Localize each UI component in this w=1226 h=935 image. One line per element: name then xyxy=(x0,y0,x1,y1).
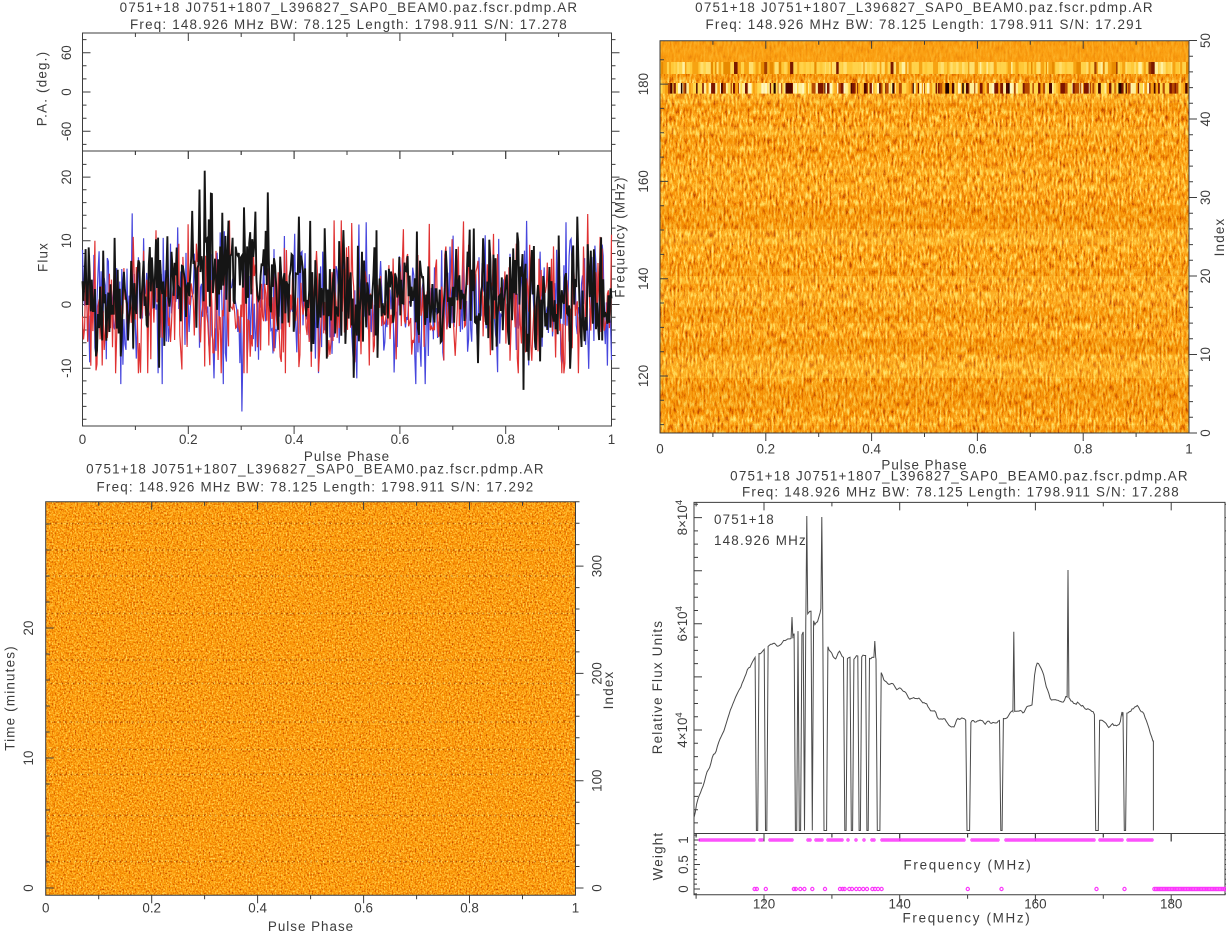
svg-text:1: 1 xyxy=(608,432,615,447)
svg-text:160: 160 xyxy=(1024,897,1046,912)
svg-text:0: 0 xyxy=(59,301,74,308)
svg-text:300: 300 xyxy=(590,555,605,577)
svg-text:0.8: 0.8 xyxy=(460,901,479,916)
svg-text:40: 40 xyxy=(1198,112,1213,127)
svg-text:0751+18 J0751+1807_L396827_SAP: 0751+18 J0751+1807_L396827_SAP0_BEAM0.pa… xyxy=(695,0,1154,15)
svg-text:160: 160 xyxy=(636,170,651,192)
svg-text:120: 120 xyxy=(636,365,651,387)
svg-text:20: 20 xyxy=(1198,269,1213,284)
svg-text:140: 140 xyxy=(889,897,911,912)
svg-text:0751+18 J0751+1807_L396827_SAP: 0751+18 J0751+1807_L396827_SAP0_BEAM0.pa… xyxy=(730,469,1189,484)
svg-text:-10: -10 xyxy=(59,359,74,378)
svg-text:-60: -60 xyxy=(59,122,74,141)
svg-text:20: 20 xyxy=(59,170,74,185)
svg-text:0: 0 xyxy=(676,885,691,892)
svg-text:4×104: 4×104 xyxy=(674,712,691,747)
svg-text:0: 0 xyxy=(1198,429,1213,436)
svg-text:0.2: 0.2 xyxy=(179,432,198,447)
svg-text:Frequency (MHz): Frequency (MHz) xyxy=(904,858,1033,873)
svg-text:0.2: 0.2 xyxy=(756,442,775,457)
svg-text:Freq: 148.926 MHz BW: 78.125 L: Freq: 148.926 MHz BW: 78.125 Length: 179… xyxy=(130,17,568,32)
svg-text:Freq: 148.926 MHz BW: 78.125 L: Freq: 148.926 MHz BW: 78.125 Length: 179… xyxy=(706,17,1144,32)
svg-text:Flux: Flux xyxy=(36,242,51,272)
svg-text:0: 0 xyxy=(79,432,86,447)
svg-text:1: 1 xyxy=(1185,442,1192,457)
svg-text:0.8: 0.8 xyxy=(496,432,515,447)
svg-text:Index: Index xyxy=(1212,218,1226,257)
svg-text:0.4: 0.4 xyxy=(285,432,304,447)
svg-text:20: 20 xyxy=(21,621,36,636)
svg-text:Pulse Phase: Pulse Phase xyxy=(881,458,967,473)
svg-text:Relative Flux Units: Relative Flux Units xyxy=(650,620,665,754)
svg-text:0.2: 0.2 xyxy=(142,901,161,916)
svg-text:180: 180 xyxy=(636,73,651,95)
svg-text:50: 50 xyxy=(1198,33,1213,48)
svg-text:Weight: Weight xyxy=(651,832,666,881)
svg-text:6×104: 6×104 xyxy=(674,606,691,641)
svg-text:100: 100 xyxy=(590,770,605,792)
svg-text:Frequency (MHz): Frequency (MHz) xyxy=(613,176,628,297)
svg-text:0.5: 0.5 xyxy=(676,855,691,874)
svg-text:P.A. (deg.): P.A. (deg.) xyxy=(35,51,50,126)
svg-text:0: 0 xyxy=(590,884,605,891)
svg-text:8×104: 8×104 xyxy=(674,500,691,535)
svg-text:Index: Index xyxy=(601,671,616,710)
svg-text:0: 0 xyxy=(656,442,663,457)
svg-text:Freq: 148.926 MHz BW: 78.125 L: Freq: 148.926 MHz BW: 78.125 Length: 179… xyxy=(742,485,1180,500)
svg-text:0751+18 J0751+1807_L396827_SAP: 0751+18 J0751+1807_L396827_SAP0_BEAM0.pa… xyxy=(120,0,579,15)
svg-text:10: 10 xyxy=(1198,347,1213,362)
svg-text:Freq: 148.926 MHz BW: 78.125 L: Freq: 148.926 MHz BW: 78.125 Length: 179… xyxy=(97,480,535,495)
svg-text:0.4: 0.4 xyxy=(862,442,881,457)
svg-text:0.6: 0.6 xyxy=(968,442,987,457)
svg-text:Pulse Phase: Pulse Phase xyxy=(268,919,354,934)
svg-text:200: 200 xyxy=(590,662,605,684)
svg-text:0.6: 0.6 xyxy=(354,901,373,916)
svg-text:120: 120 xyxy=(753,897,775,912)
svg-text:60: 60 xyxy=(59,45,74,60)
svg-text:0.6: 0.6 xyxy=(391,432,410,447)
svg-text:180: 180 xyxy=(1160,897,1182,912)
svg-text:30: 30 xyxy=(1198,190,1213,205)
svg-text:Pulse Phase: Pulse Phase xyxy=(304,449,390,464)
svg-text:Frequency (MHz): Frequency (MHz) xyxy=(903,911,1032,926)
svg-text:0: 0 xyxy=(21,884,36,891)
svg-text:1: 1 xyxy=(572,901,579,916)
svg-text:10: 10 xyxy=(59,233,74,248)
svg-text:0751+18 J0751+1807_L396827_SAP: 0751+18 J0751+1807_L396827_SAP0_BEAM0.pa… xyxy=(86,462,545,477)
svg-text:10: 10 xyxy=(21,751,36,766)
svg-text:0751+18: 0751+18 xyxy=(714,512,775,527)
svg-text:1: 1 xyxy=(676,836,691,843)
svg-text:0: 0 xyxy=(42,901,49,916)
svg-text:140: 140 xyxy=(636,268,651,290)
svg-text:148.926 MHz: 148.926 MHz xyxy=(714,533,807,548)
svg-text:Time (minutes): Time (minutes) xyxy=(3,645,18,751)
svg-text:0.8: 0.8 xyxy=(1074,442,1093,457)
svg-text:0: 0 xyxy=(59,88,74,95)
svg-text:0.4: 0.4 xyxy=(248,901,267,916)
